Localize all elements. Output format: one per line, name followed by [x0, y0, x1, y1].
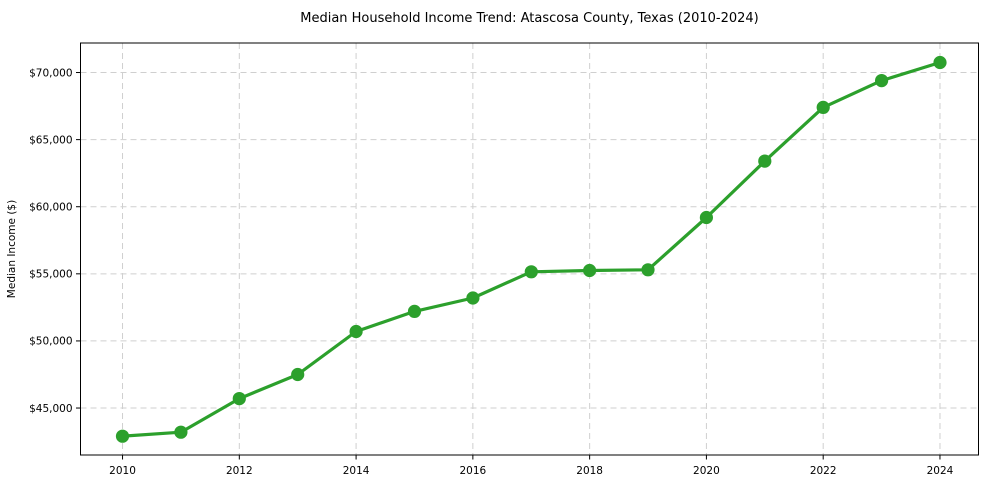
grid-layer: [80, 43, 979, 455]
data-point-2024: [933, 55, 947, 70]
data-point-2014: [349, 324, 363, 339]
axes-layer: $45,000 $50,000 $55,000 $60,000 $65,000 $70,0…: [29, 67, 954, 477]
data-point-2011: [174, 425, 188, 439]
trend-series: [115, 55, 947, 443]
y-tick-label: $70,000: [29, 67, 72, 79]
y-tick-label: $65,000: [29, 134, 72, 146]
x-tick-label: 2010: [109, 465, 136, 477]
y-tick-label: $50,000: [29, 336, 72, 348]
chart-title: Median Household Income Trend: Atascosa …: [300, 11, 759, 26]
data-point-2018: [583, 263, 597, 278]
y-axis-label: Median Income ($): [6, 200, 18, 298]
data-point-2010: [115, 429, 130, 443]
x-tick-label: 2020: [693, 465, 720, 477]
y-tick-label: $55,000: [29, 269, 72, 281]
data-point-2016: [466, 291, 480, 305]
x-tick-label: 2014: [343, 465, 370, 477]
data-point-2017: [524, 265, 538, 279]
x-tick-label: 2018: [576, 465, 603, 477]
x-tick-label: 2024: [927, 465, 954, 477]
data-point-2023: [875, 74, 889, 88]
x-tick-label: 2012: [226, 465, 253, 477]
data-point-2021: [758, 154, 772, 168]
plot-frame: [80, 42, 979, 456]
data-point-2022: [816, 100, 830, 114]
y-tick-label: $60,000: [29, 202, 72, 214]
x-tick-label: 2022: [810, 465, 837, 477]
trend-line: [120, 60, 942, 438]
data-point-2015: [407, 304, 422, 318]
y-tick-label: $45,000: [29, 403, 72, 415]
data-point-2019: [641, 263, 655, 277]
data-point-2012: [232, 392, 246, 406]
data-point-2013: [291, 367, 305, 382]
x-tick-label: 2016: [459, 465, 486, 477]
data-point-2020: [699, 210, 714, 225]
